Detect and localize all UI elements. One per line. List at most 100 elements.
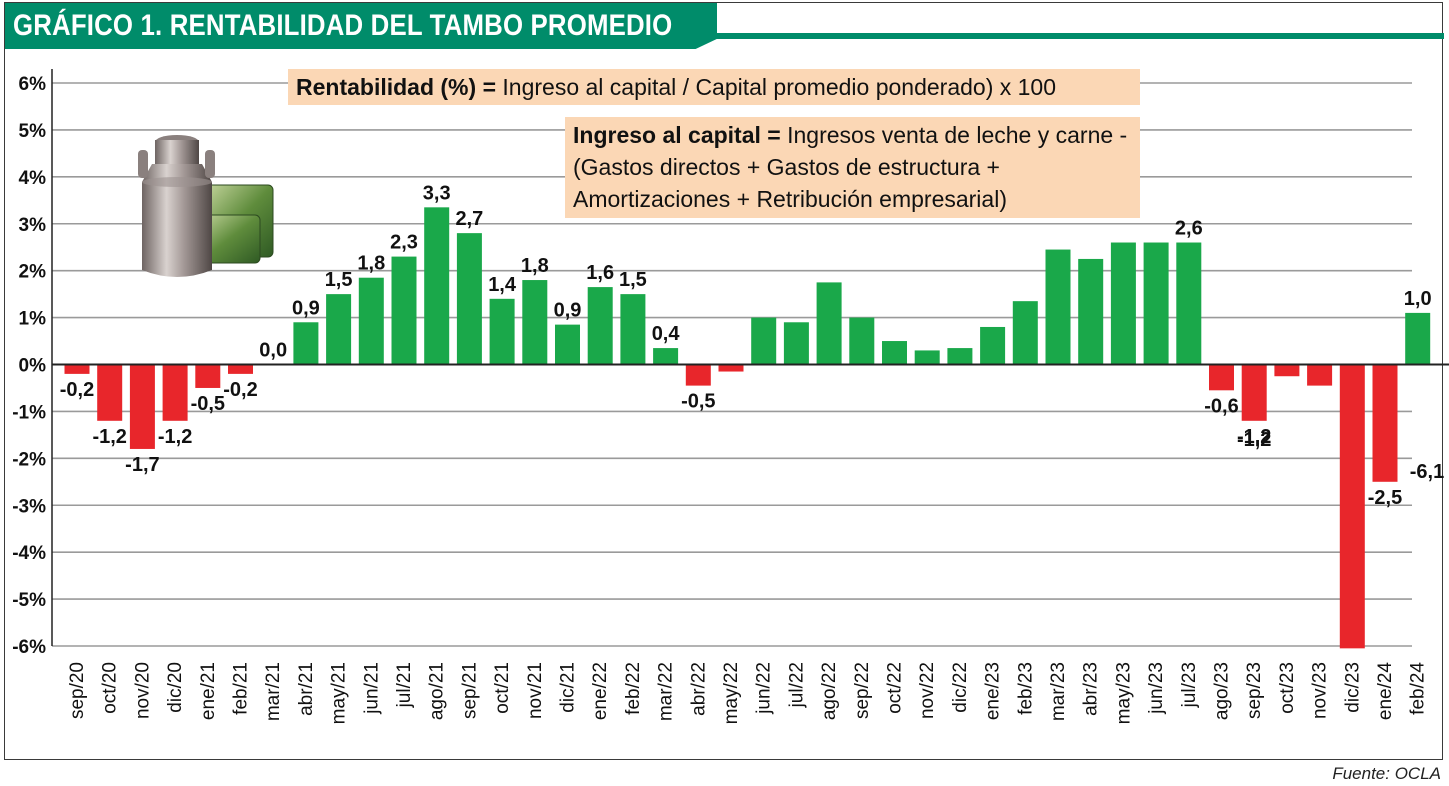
- bar-jun-22: [751, 317, 777, 365]
- x-tick-label: feb/22: [623, 662, 644, 715]
- data-label: 0,4: [652, 323, 681, 345]
- x-tick-label: dic/21: [558, 662, 579, 713]
- bar-abr-23: [1078, 258, 1104, 365]
- bar-ene-22: [587, 287, 613, 365]
- data-label: 1,6: [586, 262, 614, 284]
- y-tick-label: -6%: [12, 637, 46, 658]
- x-tick-label: abr/23: [1081, 662, 1102, 716]
- x-tick-label: ago/22: [819, 662, 840, 720]
- y-tick-label: -2%: [12, 449, 46, 470]
- x-tick-label: may/21: [329, 662, 350, 724]
- data-label: -2,5: [1368, 487, 1402, 509]
- formula-equals: =: [482, 74, 496, 100]
- data-label: 1,5: [325, 269, 353, 291]
- x-tick-label: nov/22: [917, 662, 938, 719]
- x-tick-label: jun/21: [361, 662, 382, 715]
- bar-sep-23: [1241, 364, 1267, 421]
- y-tick-label: 3%: [19, 215, 47, 236]
- x-tick-label: ene/22: [590, 662, 611, 720]
- bar-ene-21: [195, 364, 221, 388]
- data-label: -1,2: [1237, 426, 1271, 448]
- title-bar: GRÁFICO 1. RENTABILIDAD DEL TAMBO PROMED…: [5, 3, 1444, 49]
- bar-dic-23: [1339, 364, 1365, 649]
- bar-abr-21: [293, 322, 319, 365]
- bar-mar-23: [1045, 249, 1071, 365]
- data-label: -6,1: [1410, 461, 1444, 483]
- title-strip: [705, 33, 1444, 39]
- x-tick-label: ago/23: [1212, 662, 1233, 720]
- x-tick-label: jul/22: [786, 662, 807, 708]
- x-tick-label: nov/20: [132, 662, 153, 719]
- bar-dic-22: [947, 348, 973, 365]
- x-tick-label: ago/21: [427, 662, 448, 720]
- x-tick-label: sep/20: [67, 662, 88, 719]
- data-label: 2,3: [390, 232, 418, 254]
- bar-nov-22: [914, 350, 940, 365]
- bar-feb-24: [1405, 312, 1431, 365]
- x-tick-label: mar/23: [1048, 662, 1069, 721]
- bar-sep-20: [64, 364, 90, 374]
- data-label: -0,2: [223, 379, 257, 401]
- formula-rest: Ingreso al capital / Capital promedio po…: [502, 74, 1057, 100]
- y-tick-label: 5%: [19, 121, 47, 142]
- x-tick-label: jun/23: [1146, 662, 1167, 715]
- x-tick-label: oct/23: [1277, 662, 1298, 714]
- x-tick-label: feb/24: [1408, 662, 1429, 715]
- formula-term: Rentabilidad (%): [296, 74, 477, 100]
- x-axis: sep/20 oct/20 nov/20 dic/20 ene/21 feb/21 mar/…: [67, 662, 1429, 725]
- x-tick-label: feb/21: [231, 662, 252, 715]
- bar-sep-22: [849, 317, 875, 365]
- x-tick-label: ene/24: [1375, 662, 1396, 721]
- y-tick-label: 2%: [19, 262, 47, 283]
- bar-may-22: [718, 364, 744, 372]
- capital-line-3: Amortizaciones + Retribución empresarial…: [573, 186, 1007, 212]
- data-label: -0,5: [191, 393, 225, 415]
- x-tick-label: may/23: [1113, 662, 1134, 724]
- bar-jul-22: [783, 322, 809, 365]
- bar-oct-20: [97, 364, 123, 421]
- bar-ago-21: [424, 207, 450, 365]
- capital-income-note: Ingreso al capital = Ingresos venta de l…: [565, 117, 1140, 218]
- capital-line-1: Ingresos venta de leche y carne -: [787, 122, 1128, 148]
- bar-feb-23: [1012, 301, 1038, 365]
- y-tick-label: -4%: [12, 543, 46, 564]
- data-label: 1,4: [488, 274, 517, 296]
- y-tick-label: 0%: [19, 356, 47, 377]
- bar-ago-23: [1209, 364, 1234, 391]
- data-labels: -0,2-1,2-1,7-1,2-0,5-0,20,00,91,51,82,33…: [60, 182, 1444, 508]
- title-tab: [5, 3, 717, 49]
- x-tick-label: sep/22: [852, 662, 873, 719]
- x-tick-label: oct/22: [885, 662, 906, 714]
- source-note: Fuente: OCLA: [1332, 764, 1441, 783]
- data-label: 3,3: [423, 182, 451, 204]
- capital-equals: =: [767, 122, 781, 148]
- data-label: 1,0: [1404, 288, 1432, 310]
- x-tick-label: sep/21: [459, 662, 480, 719]
- milk-can-and-money-icon: [138, 135, 274, 277]
- data-label: -0,5: [681, 391, 715, 413]
- x-tick-label: mar/22: [656, 662, 677, 721]
- bar-dic-21: [555, 324, 580, 365]
- bar-nov-23: [1307, 364, 1333, 386]
- x-tick-label: jul/21: [394, 662, 415, 708]
- bars: [64, 207, 1431, 649]
- y-axis: 6% 5% 4% 3% 2% 1% 0% -1% -2% -3% -4% -5% -6%: [12, 69, 1449, 658]
- x-tick-label: abr/21: [296, 662, 317, 716]
- x-tick-label: dic/23: [1342, 662, 1363, 713]
- x-tick-label: oct/20: [100, 662, 121, 714]
- y-tick-label: 1%: [19, 309, 47, 330]
- x-tick-label: feb/23: [1015, 662, 1036, 715]
- y-tick-label: -1%: [12, 402, 46, 423]
- bar-abr-22: [685, 364, 711, 386]
- x-tick-label: jul/23: [1179, 662, 1200, 708]
- x-tick-label: jun/22: [754, 662, 775, 715]
- bar-nov-20: [129, 364, 155, 449]
- x-tick-label: sep/23: [1244, 662, 1265, 719]
- data-label: -1,2: [158, 426, 192, 448]
- bar-jun-23: [1143, 242, 1169, 365]
- x-tick-label: ene/23: [983, 662, 1004, 720]
- data-label: 1,5: [619, 269, 647, 291]
- bar-oct-22: [882, 341, 907, 365]
- data-label: 2,6: [1175, 218, 1203, 240]
- y-tick-label: -5%: [12, 590, 46, 611]
